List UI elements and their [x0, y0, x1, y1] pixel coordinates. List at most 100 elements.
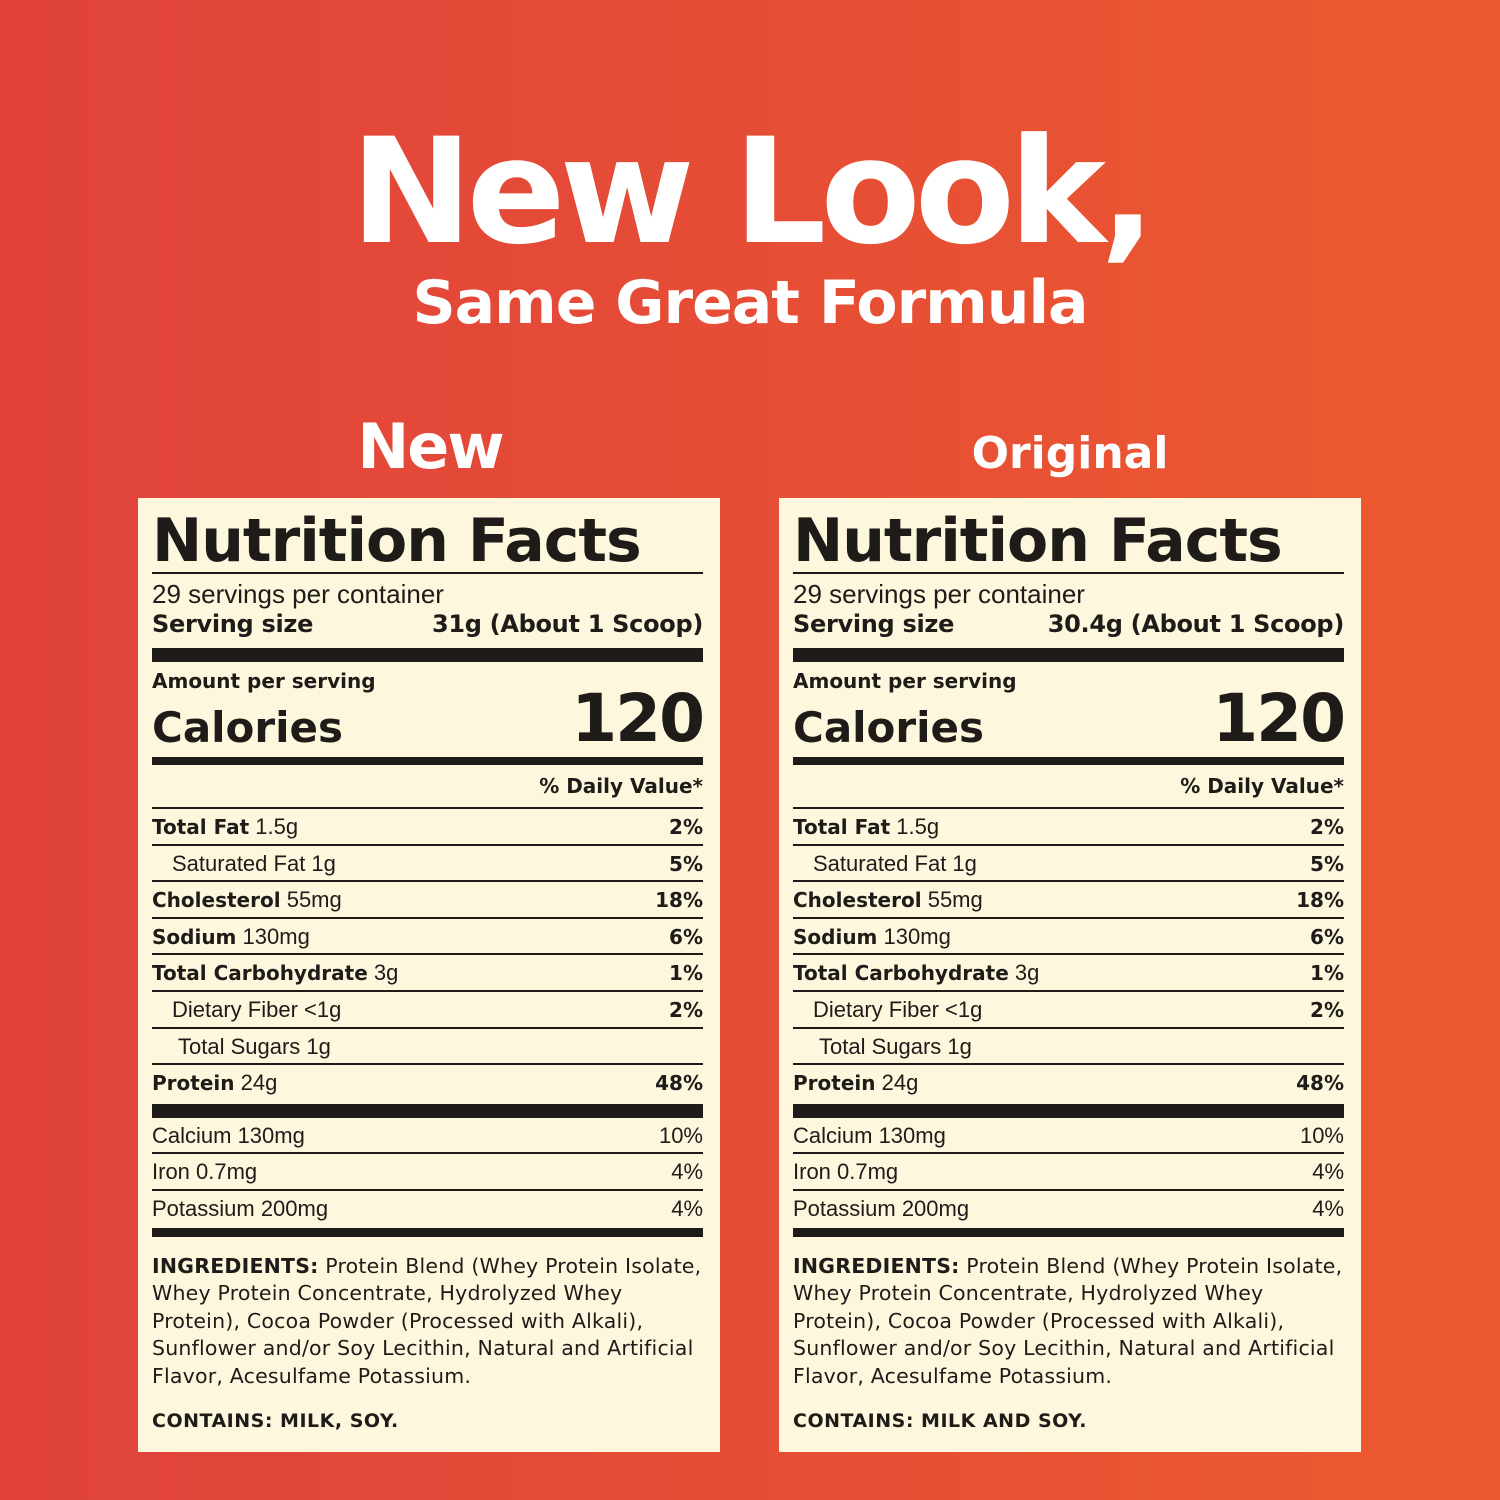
mineral-daily-value: 4%: [671, 1159, 703, 1185]
ingredients-text: Protein Blend (Whey Protein Isolate, Whe…: [152, 1253, 702, 1388]
daily-value-header: % Daily Value*: [793, 765, 1344, 809]
nutrient-row: Cholesterol 55mg 18%: [152, 882, 703, 919]
amount-per-serving: Amount per serving: [152, 669, 376, 693]
calories-label: Calories: [793, 703, 985, 752]
nutrient-row: Saturated Fat 1g 5%: [152, 846, 703, 883]
nutrient-row: Cholesterol 55mg 18%: [793, 882, 1344, 919]
mineral-name: Iron 0.7mg: [793, 1159, 899, 1185]
original-heading: Original: [971, 428, 1169, 479]
thick-divider: [152, 648, 703, 662]
nutrient-amount: 3g: [1014, 960, 1040, 986]
nutrient-daily-value: 1%: [1310, 961, 1344, 986]
nutrient-name: Saturated Fat 1g: [813, 850, 977, 876]
nutrient-daily-value: 48%: [655, 1071, 703, 1096]
serving-size-row: Serving size 31g (About 1 Scoop): [152, 610, 703, 638]
mineral-row: Calcium 130mg 10%: [152, 1118, 703, 1155]
ingredients: INGREDIENTS: Protein Blend (Whey Protein…: [152, 1253, 703, 1391]
nutrient-amount: 55mg: [927, 887, 983, 913]
thick-divider: [793, 648, 1344, 662]
nutrient-daily-value: 18%: [1296, 888, 1344, 913]
nutrient-name: Sodium: [152, 924, 237, 949]
nutrient-amount: 55mg: [286, 887, 342, 913]
nutrient-daily-value: 6%: [1310, 924, 1344, 949]
mineral-row: Calcium 130mg 10%: [793, 1118, 1344, 1155]
mineral-daily-value: 4%: [671, 1195, 703, 1221]
nutrient-daily-value: 48%: [1296, 1071, 1344, 1096]
calories-label: Calories: [152, 703, 344, 752]
divider: [793, 572, 1344, 574]
nutrient-name: Total Sugars 1g: [178, 1033, 331, 1059]
nutrient-name: Dietary Fiber <1g: [813, 996, 983, 1022]
servings-per-container: 29 servings per container: [152, 579, 444, 609]
nutrient-row: Dietary Fiber <1g 2%: [152, 992, 703, 1029]
nutrient-amount: 1.5g: [896, 814, 940, 839]
nutrient-name: Protein: [152, 1071, 235, 1096]
thick-divider: [793, 1227, 1344, 1237]
mineral-name: Potassium 200mg: [793, 1195, 970, 1221]
nutrient-daily-value: 5%: [669, 851, 703, 876]
nutrient-row: Protein 24g 48%: [793, 1065, 1344, 1102]
nutrient-name: Total Fat: [793, 815, 891, 839]
nutrient-amount: 24g: [240, 1070, 278, 1096]
nutrient-name: Sodium: [793, 924, 878, 949]
mineral-row: Iron 0.7mg 4%: [793, 1154, 1344, 1191]
ingredients: INGREDIENTS: Protein Blend (Whey Protein…: [793, 1253, 1344, 1391]
nutrient-name: Total Sugars 1g: [819, 1033, 972, 1059]
serving-size-label: Serving size: [793, 610, 955, 638]
calories-row: Calories 120: [152, 686, 705, 752]
nutrient-daily-value: 2%: [669, 997, 703, 1022]
nutrient-daily-value: 6%: [669, 924, 703, 949]
thick-divider: [793, 1103, 1344, 1118]
ingredients-label: INGREDIENTS:: [152, 1253, 319, 1278]
nutrient-daily-value: 18%: [655, 888, 703, 913]
allergen-statement: CONTAINS: MILK, SOY.: [152, 1410, 399, 1433]
daily-value-header: % Daily Value*: [152, 765, 703, 809]
calories-value: 120: [1212, 680, 1346, 757]
ingredients-label: INGREDIENTS:: [793, 1253, 960, 1278]
nutrient-name: Total Carbohydrate: [152, 961, 368, 986]
mineral-row: Iron 0.7mg 4%: [152, 1154, 703, 1191]
nutrient-amount: 130mg: [883, 923, 951, 949]
nutrient-row: Total Fat 1.5g 2%: [152, 809, 703, 846]
nutrient-row: Saturated Fat 1g 5%: [793, 846, 1344, 883]
mineral-daily-value: 10%: [658, 1122, 703, 1148]
serving-size-value: 30.4g (About 1 Scoop): [1047, 610, 1345, 638]
mineral-row: Potassium 200mg 4%: [152, 1191, 703, 1228]
serving-size-row: Serving size 30.4g (About 1 Scoop): [793, 610, 1344, 638]
nutrition-facts-title: Nutrition Facts: [793, 506, 1283, 576]
mineral-name: Potassium 200mg: [152, 1195, 329, 1221]
headline: New Look,: [350, 107, 1155, 277]
nutrient-daily-value: 2%: [1310, 997, 1344, 1022]
ingredients-text: Protein Blend (Whey Protein Isolate, Whe…: [793, 1253, 1343, 1388]
servings-per-container: 29 servings per container: [793, 579, 1085, 609]
nutrient-amount: 130mg: [242, 923, 310, 949]
nutrient-name: Total Carbohydrate: [793, 961, 1009, 986]
medium-divider: [152, 757, 703, 765]
mineral-name: Iron 0.7mg: [152, 1159, 258, 1185]
mineral-row: Potassium 200mg 4%: [793, 1191, 1344, 1228]
nutrient-amount: 24g: [881, 1070, 919, 1096]
nutrient-daily-value: 1%: [669, 961, 703, 986]
nutrient-row: Total Sugars 1g: [152, 1029, 703, 1066]
mineral-daily-value: 4%: [1312, 1159, 1344, 1185]
nutrient-row: Sodium 130mg 6%: [152, 919, 703, 956]
subheadline: Same Great Formula: [412, 268, 1088, 338]
nutrient-row: Total Carbohydrate 3g 1%: [793, 955, 1344, 992]
nutrient-name: Cholesterol: [152, 888, 281, 913]
serving-size-value: 31g (About 1 Scoop): [431, 610, 703, 638]
thick-divider: [152, 1227, 703, 1237]
nutrient-amount: 1.5g: [255, 814, 299, 839]
nutrient-amount: 3g: [373, 960, 399, 986]
nutrient-name: Total Fat: [152, 815, 250, 839]
nutrient-row: Total Sugars 1g: [793, 1029, 1344, 1066]
mineral-name: Calcium 130mg: [152, 1122, 305, 1148]
nutrient-name: Cholesterol: [793, 888, 922, 913]
calories-value: 120: [571, 680, 705, 757]
nutrient-name: Saturated Fat 1g: [172, 850, 336, 876]
nutrient-row: Total Carbohydrate 3g 1%: [152, 955, 703, 992]
divider: [152, 572, 703, 574]
nutrient-row: Protein 24g 48%: [152, 1065, 703, 1102]
nutrient-row: Total Fat 1.5g 2%: [793, 809, 1344, 846]
nutrition-label-original: Nutrition Facts 29 servings per containe…: [779, 498, 1361, 1452]
medium-divider: [793, 757, 1344, 765]
